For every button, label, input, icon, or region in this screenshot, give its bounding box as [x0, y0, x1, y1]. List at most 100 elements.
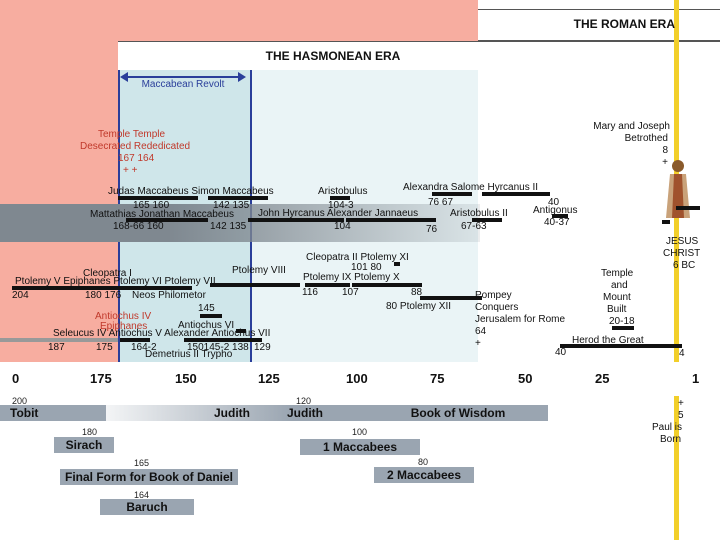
y40: 40 — [548, 197, 560, 208]
axis-label-50: 50 — [518, 371, 533, 386]
y165-160: 165 160 — [133, 200, 170, 211]
cleopatra-ii-label: Cleopatra II Ptolemy XI — [306, 252, 409, 263]
temple-mount-l1: Temple — [601, 268, 634, 279]
y101-80: 101 80 — [351, 262, 382, 273]
y142-135b: 142 135 — [210, 221, 247, 232]
paul-l2: 5 — [678, 410, 684, 421]
demetrius-label: Demetrius II Trypho — [145, 349, 233, 360]
bar-aristobulus — [330, 196, 350, 200]
tobit-year: 200 — [12, 396, 28, 406]
axis-label-75: 75 — [430, 371, 445, 386]
maccabees1-book: 1 Maccabees — [300, 439, 420, 455]
seleucus-line: Seleucus IV Antiochus V Alexander Antioc… — [53, 328, 271, 339]
daniel-year: 165 — [134, 458, 150, 468]
paul-l4: Born — [660, 434, 682, 445]
cleopatra-i-label: Cleopatra I — [83, 268, 132, 279]
bar-jesus — [676, 206, 700, 210]
temple-line3: 167 164 — [118, 153, 155, 164]
herod-end-year: 4 — [679, 348, 685, 359]
maccabean-revolt-label: Maccabean Revolt — [141, 79, 225, 90]
ptolemy-v-vii-label: Ptolemy V Epiphanes Ptolemy VI Ptolemy V… — [15, 276, 216, 287]
bar-seleucus — [0, 338, 118, 342]
sirach-year: 180 — [82, 427, 98, 437]
maccabees1-year: 100 — [352, 427, 368, 437]
mary-joseph-l4: + — [662, 157, 668, 168]
bar-antiochus-vi — [236, 329, 246, 333]
axis-label-175: 175 — [90, 371, 112, 386]
jesus-l2: CHRIST — [663, 248, 701, 259]
y104-3: 104-3 — [328, 200, 354, 211]
herod-label: Herod the Great — [572, 335, 644, 346]
daniel-book: Final Form for Book of Daniel — [60, 469, 238, 485]
bar-jonathan — [150, 218, 208, 222]
temple-line4: + + — [123, 165, 138, 176]
temple-line2: Desecrated Rededicated — [80, 141, 191, 152]
pompey-l5: + — [475, 338, 481, 349]
y180-176: 180 176 — [85, 290, 122, 301]
bar-ptolemy-viii — [210, 283, 300, 287]
temple-mount-l2: and — [611, 280, 628, 291]
roman-top-box — [478, 0, 720, 8]
axis-label-0: 0 — [12, 371, 20, 386]
mary-joseph-l2: Betrothed — [624, 133, 668, 144]
epiphanes-label: Epiphanes — [100, 321, 148, 332]
revolt-arrow — [120, 68, 246, 88]
double-arrow-icon — [120, 72, 246, 82]
y142-135a: 142 135 — [213, 200, 250, 211]
bar-jesus-b — [662, 220, 670, 224]
temple-mount-l5: 20-18 — [609, 316, 635, 327]
paul-l3: Paul is — [652, 422, 683, 433]
sirach-book: Sirach — [54, 437, 114, 453]
judith-book: Judith — [82, 405, 382, 421]
tobit-book: Tobit — [0, 405, 106, 421]
temple-line1: Temple Temple — [98, 129, 166, 140]
temple-mount-l3: Mount — [603, 292, 631, 303]
pompey-l1: Pompey — [475, 290, 512, 301]
alexandra-hyrcanus-label: Alexandra Salome Hyrcanus II — [403, 182, 539, 193]
maccabees2-year: 80 — [418, 457, 429, 467]
baruch-book: Baruch — [100, 499, 194, 515]
aristobulus-ii-label: Aristobulus II — [450, 208, 508, 219]
bar-john-hyrcanus — [248, 218, 344, 222]
jesus-figure-icon — [664, 158, 692, 220]
bar-demetrius-a — [200, 314, 222, 318]
antiochus-iv-label: Antiochus IV — [95, 311, 152, 322]
judas-simon-label: Judas Maccabeus Simon Maccabeus — [108, 186, 274, 197]
bar-simon — [208, 196, 268, 200]
gold-line — [674, 0, 679, 540]
bar-temple-built — [612, 326, 634, 330]
bar-ptolemy-v — [12, 286, 92, 290]
axis-label-100: 100 — [346, 371, 368, 386]
maccabees2-book: 2 Maccabees — [374, 467, 474, 483]
hasmonean-era-title: THE HASMONEAN ERA — [265, 49, 401, 63]
bar-alexandra — [432, 192, 472, 196]
y80-xii: 80 Ptolemy XII — [386, 301, 452, 312]
y175: 175 — [96, 342, 113, 353]
roman-era-box — [478, 9, 720, 41]
herod-start-year: 40 — [555, 347, 567, 358]
bar-jannaeus — [346, 218, 436, 222]
judith-text: Judith — [287, 406, 323, 420]
y187: 187 — [48, 342, 65, 353]
john-alexander-label: John Hyrcanus Alexander Jannaeus — [258, 208, 419, 219]
bar-ptolemy-xi — [394, 262, 400, 266]
antigonus-label: Antigonus — [533, 205, 578, 216]
bar-antigonus — [552, 214, 568, 218]
bar-antiochus-iv — [120, 338, 150, 342]
baruch-year: 164 — [134, 490, 150, 500]
y67-63: 67-63 — [461, 221, 487, 232]
pompey-l4: 64 — [475, 326, 487, 337]
roman-era-title: THE ROMAN ERA — [573, 17, 675, 31]
philometor-label: Neos Philometor — [132, 290, 206, 301]
bar-herod — [560, 344, 682, 348]
jesus-l3: 6 BC — [673, 260, 696, 271]
axis-label-125: 125 — [258, 371, 280, 386]
bar-aristobulus-ii — [472, 218, 502, 222]
axis-label-25: 25 — [595, 371, 610, 386]
y40-37: 40-37 — [544, 217, 570, 228]
mary-joseph-l1: Mary and Joseph — [593, 121, 670, 132]
y76-67: 76 67 — [428, 197, 454, 208]
ptolemy-viii-label: Ptolemy VIII — [232, 265, 286, 276]
aristobulus-label: Aristobulus — [318, 186, 368, 197]
judith-year: 120 — [296, 396, 312, 406]
